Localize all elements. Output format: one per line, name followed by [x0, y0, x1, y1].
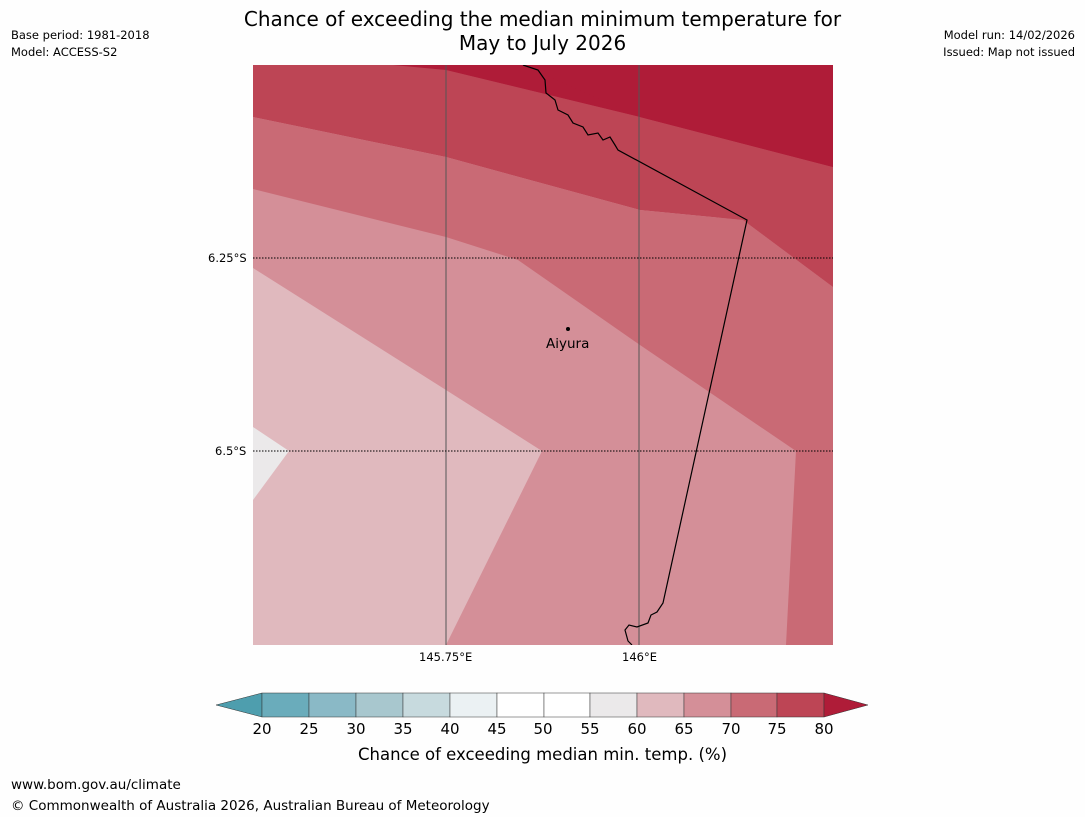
meta-right: Model run: 14/02/2026 Issued: Map not is… [943, 27, 1075, 61]
cb-tick-45: 45 [487, 720, 507, 738]
cb-tick-50: 50 [533, 720, 553, 738]
cb-tick-25: 25 [299, 720, 319, 738]
cb-tick-30: 30 [346, 720, 366, 738]
meta-left: Base period: 1981-2018 Model: ACCESS-S2 [11, 27, 150, 61]
colorbar [216, 692, 869, 718]
cb-55-60 [589, 692, 638, 718]
cb-tick-65: 65 [674, 720, 694, 738]
model-name: Model: ACCESS-S2 [11, 45, 118, 59]
place-label-aiyura: Aiyura [546, 336, 590, 352]
cb-65-70 [683, 692, 732, 718]
lon-label-14575: 145.75°E [419, 650, 473, 664]
cb-below-20 [216, 692, 263, 718]
cb-tick-40: 40 [440, 720, 460, 738]
issued-status: Issued: Map not issued [943, 45, 1075, 59]
region-55-60 [253, 427, 289, 500]
region-above-80-b [523, 65, 833, 167]
cb-above-80 [823, 692, 869, 718]
cb-tick-20: 20 [252, 720, 272, 738]
lat-label-65: 6.5°S [215, 444, 247, 458]
colorbar-label: Chance of exceeding median min. temp. (%… [357, 745, 728, 764]
aiyura-marker [566, 327, 570, 331]
region-75-80 [253, 65, 833, 287]
forecast-map [253, 65, 833, 645]
cb-25-30 [308, 692, 357, 718]
cb-tick-75: 75 [767, 720, 787, 738]
cb-50-55 [543, 692, 591, 718]
cb-30-35 [355, 692, 404, 718]
cb-35-40 [402, 692, 451, 718]
cb-40-45 [449, 692, 498, 718]
footer: www.bom.gov.au/climate © Commonwealth of… [11, 775, 490, 817]
cb-tick-55: 55 [580, 720, 600, 738]
map-title: Chance of exceeding the median minimum t… [243, 7, 842, 55]
cb-tick-80: 80 [814, 720, 834, 738]
model-run: Model run: 14/02/2026 [943, 28, 1075, 42]
footer-url[interactable]: www.bom.gov.au/climate [11, 777, 181, 793]
region-70-75-mid [253, 117, 833, 645]
footer-copyright: © Commonwealth of Australia 2026, Austra… [11, 798, 490, 814]
cb-20-25 [261, 692, 310, 718]
cb-75-80 [776, 692, 825, 718]
lon-label-146: 146°E [622, 650, 657, 664]
base-period: Base period: 1981-2018 [11, 28, 150, 42]
cb-70-75 [730, 692, 778, 718]
cb-tick-60: 60 [627, 720, 647, 738]
cb-60-65 [636, 692, 685, 718]
cb-tick-35: 35 [393, 720, 413, 738]
cb-45-50 [496, 692, 545, 718]
lat-label-625: 6.25°S [208, 251, 247, 265]
border-line [522, 65, 748, 645]
cb-tick-70: 70 [721, 720, 741, 738]
region-60-65 [253, 268, 542, 645]
